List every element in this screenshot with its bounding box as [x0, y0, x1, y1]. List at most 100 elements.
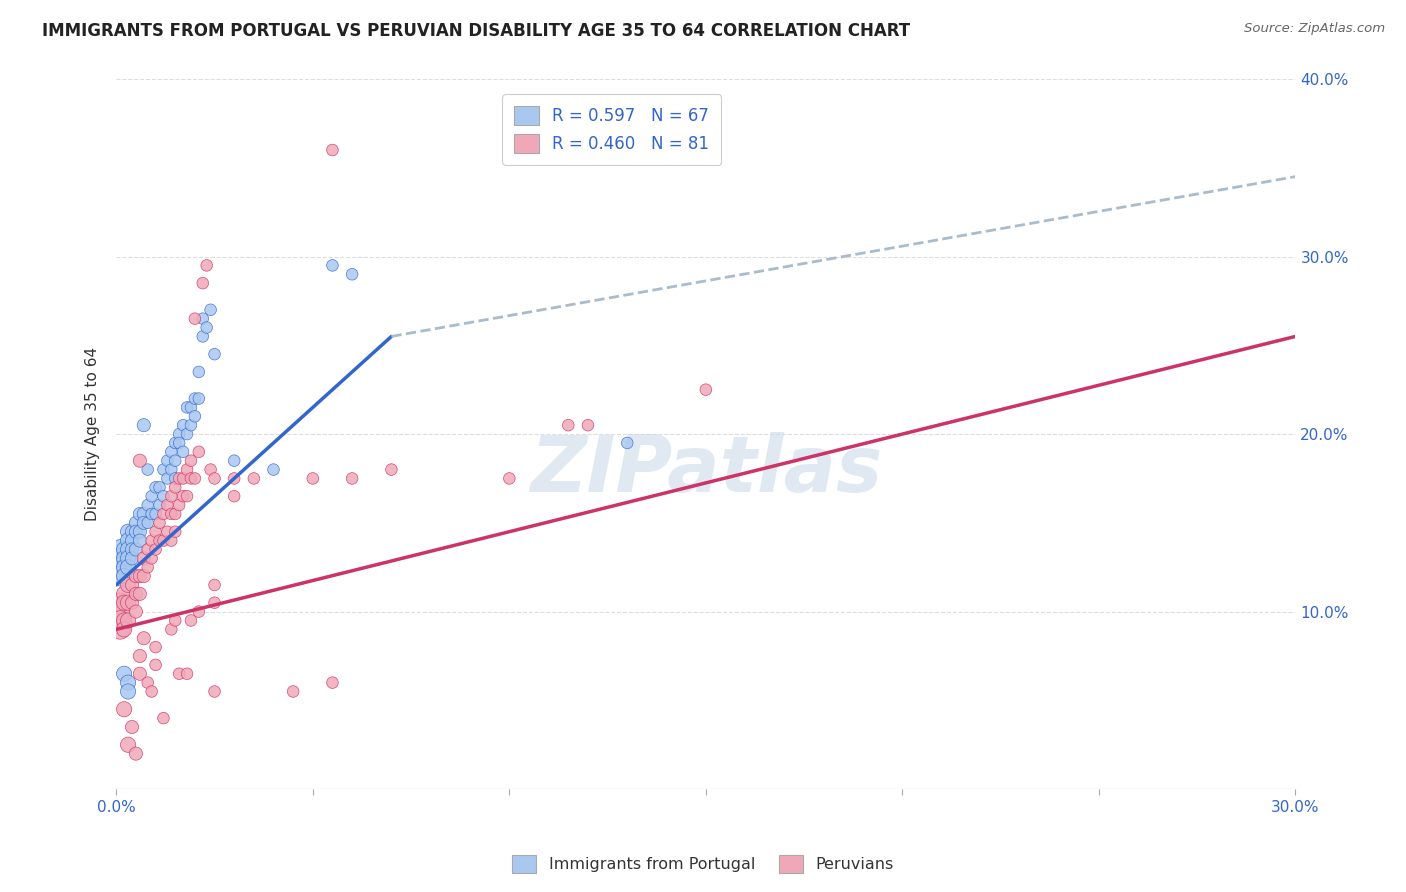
Point	[145, 542, 167, 557]
Point	[152, 462, 174, 476]
Point	[695, 383, 717, 397]
Point	[117, 578, 139, 592]
Point	[117, 614, 139, 628]
Point	[112, 623, 135, 637]
Point	[557, 418, 579, 433]
Point	[187, 365, 209, 379]
Point	[117, 551, 139, 566]
Point	[132, 569, 155, 583]
Point	[141, 551, 163, 566]
Point	[148, 516, 170, 530]
Point	[172, 445, 194, 459]
Point	[136, 675, 159, 690]
Point	[121, 524, 143, 539]
Point	[172, 471, 194, 485]
Text: ZIPatlas: ZIPatlas	[530, 432, 882, 508]
Point	[148, 480, 170, 494]
Point	[180, 418, 202, 433]
Point	[187, 392, 209, 406]
Point	[176, 401, 198, 415]
Point	[128, 533, 150, 548]
Point	[180, 471, 202, 485]
Point	[128, 524, 150, 539]
Point	[180, 401, 202, 415]
Point	[128, 453, 150, 467]
Legend: Immigrants from Portugal, Peruvians: Immigrants from Portugal, Peruvians	[506, 848, 900, 880]
Point	[167, 666, 190, 681]
Point	[184, 471, 207, 485]
Point	[156, 524, 179, 539]
Point	[191, 276, 214, 290]
Point	[184, 409, 207, 424]
Point	[152, 711, 174, 725]
Point	[112, 596, 135, 610]
Point	[167, 436, 190, 450]
Point	[125, 542, 148, 557]
Point	[121, 542, 143, 557]
Legend: R = 0.597   N = 67, R = 0.460   N = 81: R = 0.597 N = 67, R = 0.460 N = 81	[502, 95, 721, 165]
Point	[191, 329, 214, 343]
Point	[184, 392, 207, 406]
Point	[125, 587, 148, 601]
Point	[108, 623, 131, 637]
Point	[152, 507, 174, 521]
Point	[132, 418, 155, 433]
Point	[128, 507, 150, 521]
Point	[195, 320, 218, 334]
Point	[176, 462, 198, 476]
Point	[141, 489, 163, 503]
Point	[121, 551, 143, 566]
Point	[145, 524, 167, 539]
Point	[117, 560, 139, 574]
Point	[176, 427, 198, 442]
Point	[180, 453, 202, 467]
Point	[112, 587, 135, 601]
Point	[128, 666, 150, 681]
Point	[112, 542, 135, 557]
Point	[616, 436, 638, 450]
Point	[301, 471, 323, 485]
Point	[145, 507, 167, 521]
Text: Source: ZipAtlas.com: Source: ZipAtlas.com	[1244, 22, 1385, 36]
Point	[172, 489, 194, 503]
Point	[321, 143, 343, 157]
Point	[224, 489, 246, 503]
Point	[180, 614, 202, 628]
Y-axis label: Disability Age 35 to 64: Disability Age 35 to 64	[86, 347, 100, 521]
Point	[176, 666, 198, 681]
Point	[204, 471, 226, 485]
Point	[117, 738, 139, 752]
Point	[576, 418, 599, 433]
Point	[148, 533, 170, 548]
Point	[200, 302, 222, 317]
Point	[165, 471, 187, 485]
Point	[160, 533, 183, 548]
Point	[112, 614, 135, 628]
Point	[136, 542, 159, 557]
Point	[136, 498, 159, 512]
Point	[165, 507, 187, 521]
Point	[125, 747, 148, 761]
Point	[167, 427, 190, 442]
Point	[132, 632, 155, 646]
Point	[160, 445, 183, 459]
Point	[128, 587, 150, 601]
Point	[132, 551, 155, 566]
Point	[340, 471, 363, 485]
Point	[224, 453, 246, 467]
Point	[187, 445, 209, 459]
Point	[184, 311, 207, 326]
Point	[125, 524, 148, 539]
Text: IMMIGRANTS FROM PORTUGAL VS PERUVIAN DISABILITY AGE 35 TO 64 CORRELATION CHART: IMMIGRANTS FROM PORTUGAL VS PERUVIAN DIS…	[42, 22, 910, 40]
Point	[136, 462, 159, 476]
Point	[125, 569, 148, 583]
Point	[145, 480, 167, 494]
Point	[125, 516, 148, 530]
Point	[117, 675, 139, 690]
Point	[152, 489, 174, 503]
Point	[243, 471, 266, 485]
Point	[204, 596, 226, 610]
Point	[117, 533, 139, 548]
Point	[224, 471, 246, 485]
Point	[204, 684, 226, 698]
